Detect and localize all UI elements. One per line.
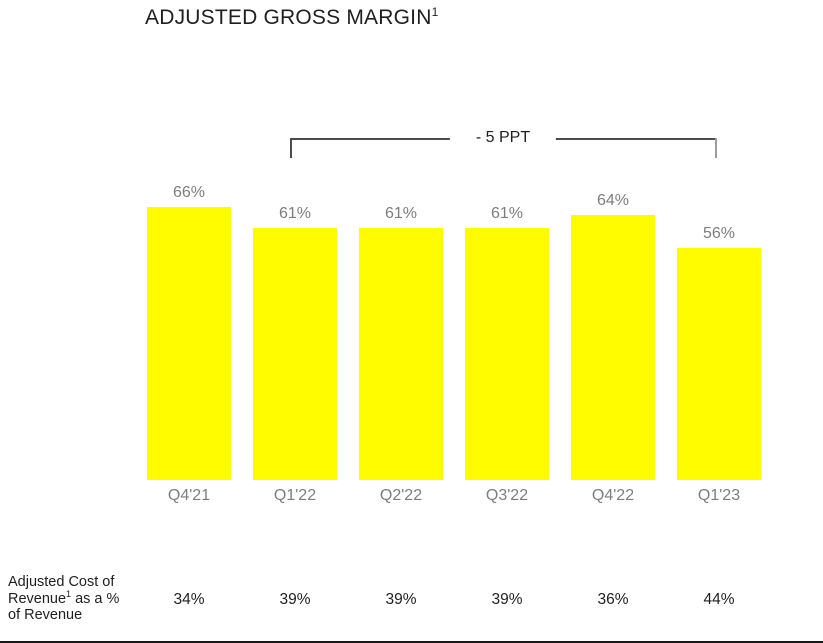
bottom-divider-line bbox=[0, 641, 823, 643]
bracket-annotation-label: - 5 PPT bbox=[449, 128, 557, 148]
cost-of-revenue-row-label: Adjusted Cost of Revenue1 as a % of Reve… bbox=[8, 574, 119, 624]
category-label: Q1'23 bbox=[697, 487, 741, 504]
bracket-left-tick bbox=[290, 138, 292, 158]
chart-title-text: ADJUSTED GROSS MARGIN bbox=[145, 6, 432, 29]
bar-value-label: 66% bbox=[172, 184, 206, 201]
cost-of-revenue-value: 36% bbox=[597, 591, 629, 608]
bar-q123 bbox=[677, 248, 761, 480]
category-label: Q1'22 bbox=[273, 487, 317, 504]
category-label: Q2'22 bbox=[379, 487, 423, 504]
bar-value-label: 56% bbox=[702, 225, 736, 242]
bar-q122 bbox=[253, 228, 337, 480]
cost-of-revenue-value: 39% bbox=[385, 591, 417, 608]
bar-value-label: 64% bbox=[596, 192, 630, 209]
cost-of-revenue-row-label-line1: Adjusted Cost of bbox=[8, 574, 115, 590]
category-label: Q3'22 bbox=[485, 487, 529, 504]
category-label: Q4'21 bbox=[167, 487, 211, 504]
cost-of-revenue-value: 39% bbox=[279, 591, 311, 608]
cost-of-revenue-row-label-line2: Revenue1 as a % bbox=[8, 588, 120, 607]
bar-value-label: 61% bbox=[278, 205, 312, 222]
cost-of-revenue-value: 39% bbox=[491, 591, 523, 608]
cost-of-revenue-value: 44% bbox=[703, 591, 735, 608]
cost-of-revenue-row-label-line3: of Revenue bbox=[8, 607, 83, 623]
bar-value-label: 61% bbox=[384, 205, 418, 222]
bar-q222 bbox=[359, 228, 443, 480]
bar-value-label: 61% bbox=[490, 205, 524, 222]
chart-title: ADJUSTED GROSS MARGIN1 bbox=[145, 6, 438, 30]
bar-q322 bbox=[465, 228, 549, 480]
bar-q422 bbox=[571, 215, 655, 480]
footnote-superscript: 1 bbox=[66, 588, 72, 599]
chart-title-footnote-marker: 1 bbox=[431, 5, 439, 19]
bracket-right-tick bbox=[715, 138, 717, 158]
category-label: Q4'22 bbox=[591, 487, 635, 504]
cost-of-revenue-value: 34% bbox=[173, 591, 205, 608]
bar-q421 bbox=[147, 207, 231, 480]
